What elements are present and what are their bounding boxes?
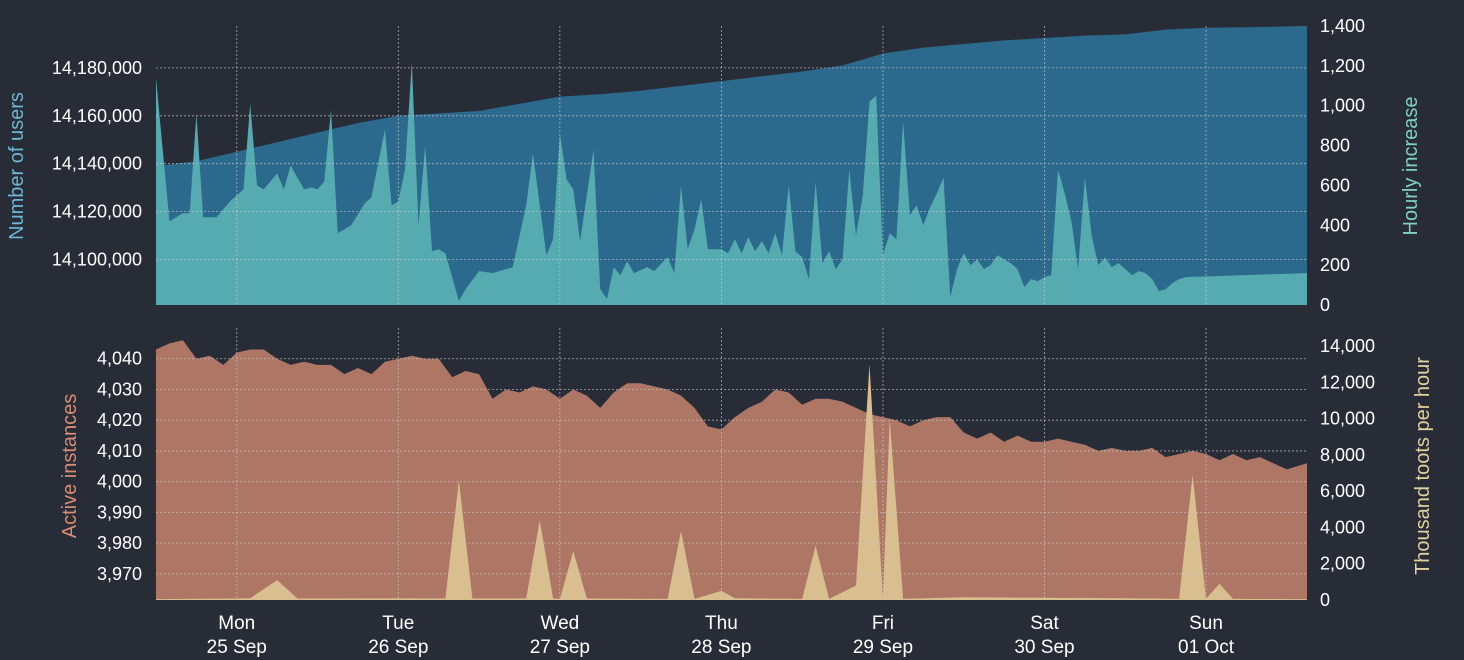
x-tick-day: Sat [1030, 613, 1059, 634]
x-tick-day: Thu [705, 613, 738, 634]
users-panel: 14,100,000 14,120,000 14,140,000 14,160,000… [6, 16, 1422, 315]
left-tick-label: 3,990 [97, 502, 142, 522]
x-tick-day: Mon [218, 613, 255, 634]
right-tick-label: 1,000 [1320, 96, 1365, 116]
hourly-increase-axis-label: Hourly increase [1400, 97, 1422, 236]
right-tick-label: 0 [1320, 590, 1330, 610]
x-tick-date: 30 Sep [1014, 637, 1074, 658]
x-tick-date: 25 Sep [207, 637, 267, 658]
left-tick-label: 4,020 [97, 410, 142, 430]
active-instances-area [156, 340, 1307, 600]
x-tick-date: 28 Sep [691, 637, 751, 658]
right-tick-label: 8,000 [1320, 445, 1365, 465]
x-tick-date: 27 Sep [530, 637, 590, 658]
left-tick-label: 4,030 [97, 379, 142, 399]
left-tick-label: 3,970 [97, 564, 142, 584]
x-tick-day: Tue [382, 613, 414, 634]
right-tick-label: 6,000 [1320, 481, 1365, 501]
x-tick-date: 26 Sep [368, 637, 428, 658]
right-tick-label: 800 [1320, 136, 1350, 156]
x-tick-day: Sun [1189, 613, 1223, 634]
instances-axis-ticks: 3,970 3,980 3,990 4,000 4,010 4,020 4,030 4,040 [97, 349, 142, 584]
right-tick-label: 10,000 [1320, 409, 1375, 429]
users-axis-label: Number of users [6, 92, 28, 240]
x-tick-date: 01 Oct [1178, 637, 1235, 658]
toots-axis-ticks: 0 2,000 4,000 6,000 8,000 10,000 12,000 14,000 [1320, 336, 1375, 610]
toots-per-hour-area [156, 364, 1307, 600]
x-tick-day: Fri [872, 613, 894, 634]
left-tick-label: 14,100,000 [52, 249, 142, 269]
left-tick-label: 14,120,000 [52, 202, 142, 222]
right-tick-label: 1,200 [1320, 56, 1365, 76]
right-tick-label: 1,400 [1320, 16, 1365, 36]
users-axis-ticks: 14,100,000 14,120,000 14,140,000 14,160,000… [52, 58, 142, 270]
right-tick-label: 14,000 [1320, 336, 1375, 356]
left-tick-label: 14,140,000 [52, 154, 142, 174]
x-axis-labels: Mon 25 Sep Tue 26 Sep Wed 27 Sep Thu 28 Sep Fri 2… [207, 613, 1235, 658]
right-tick-label: 200 [1320, 255, 1350, 275]
instances-panel: 3,970 3,980 3,990 4,000 4,010 4,020 4,030 4,040… [59, 328, 1434, 610]
right-tick-label: 600 [1320, 175, 1350, 195]
instances-axis-label: Active instances [59, 394, 81, 539]
left-tick-label: 4,040 [97, 349, 142, 369]
left-tick-label: 14,160,000 [52, 106, 142, 126]
users-panel-grid [156, 26, 1307, 305]
hourly-increase-axis-ticks: 0 200 400 600 800 1,000 1,200 1,400 [1320, 16, 1365, 315]
right-tick-label: 2,000 [1320, 554, 1365, 574]
right-tick-label: 12,000 [1320, 372, 1375, 392]
left-tick-label: 14,180,000 [52, 58, 142, 78]
left-tick-label: 3,980 [97, 533, 142, 553]
right-tick-label: 0 [1320, 295, 1330, 315]
left-tick-label: 4,010 [97, 441, 142, 461]
instances-panel-grid [156, 328, 1307, 600]
number-of-users-area [156, 26, 1307, 305]
right-tick-label: 400 [1320, 215, 1350, 235]
x-tick-date: 29 Sep [853, 637, 913, 658]
toots-axis-label: Thousand toots per hour [1412, 357, 1434, 575]
left-tick-label: 4,000 [97, 472, 142, 492]
x-tick-day: Wed [540, 613, 579, 634]
hourly-increase-area [156, 61, 1307, 306]
right-tick-label: 4,000 [1320, 517, 1365, 537]
